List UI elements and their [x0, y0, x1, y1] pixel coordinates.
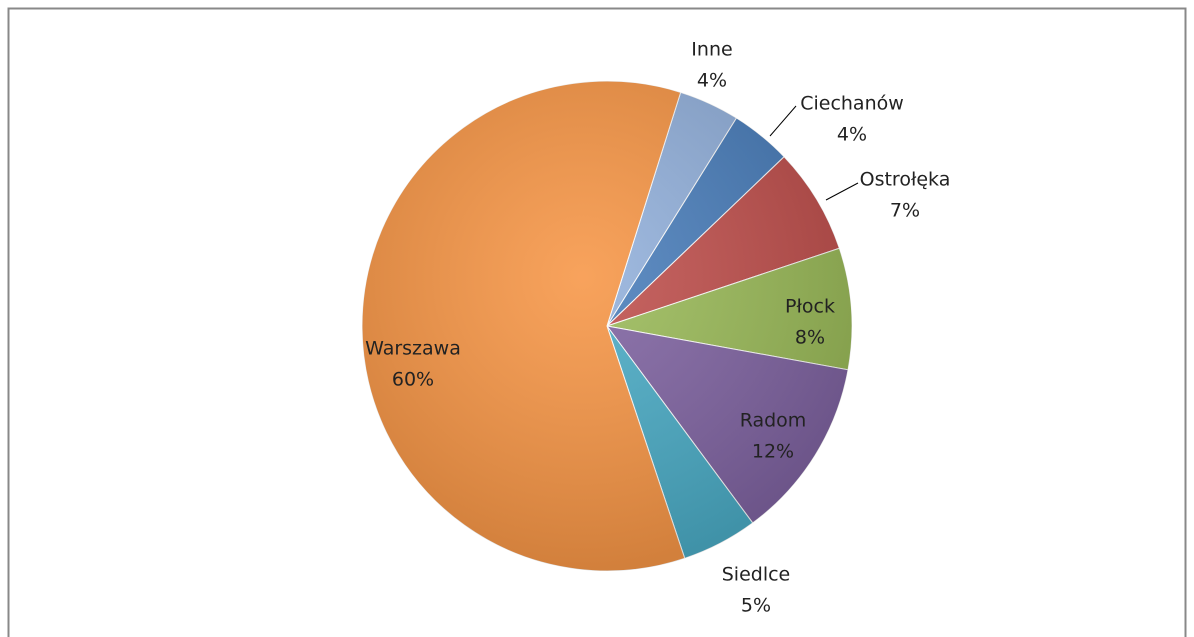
slice-label: Płock [785, 296, 835, 318]
value-label: 8% [795, 327, 825, 349]
slice-label: Siedlce [722, 564, 791, 586]
value-label: 5% [741, 595, 771, 617]
value-label: 12% [752, 441, 794, 463]
slice-label: Warszawa [365, 338, 461, 360]
slice-label: Radom [740, 410, 807, 432]
slice-label: Ostrołęka [860, 169, 951, 191]
slice-label: Inne [691, 39, 732, 61]
value-label: 4% [837, 124, 867, 146]
frame [7, 7, 1187, 637]
leader-line [769, 105, 797, 137]
leader-line [825, 182, 859, 201]
value-label: 60% [392, 369, 434, 391]
value-label: 4% [697, 70, 727, 92]
value-label: 7% [890, 200, 920, 222]
slice-label: Ciechanów [800, 93, 904, 115]
labels: Inne 4% Ciechanów 4% Ostrołęka 7% Płock 8% Radom… [365, 39, 950, 617]
slices [361, 80, 853, 572]
